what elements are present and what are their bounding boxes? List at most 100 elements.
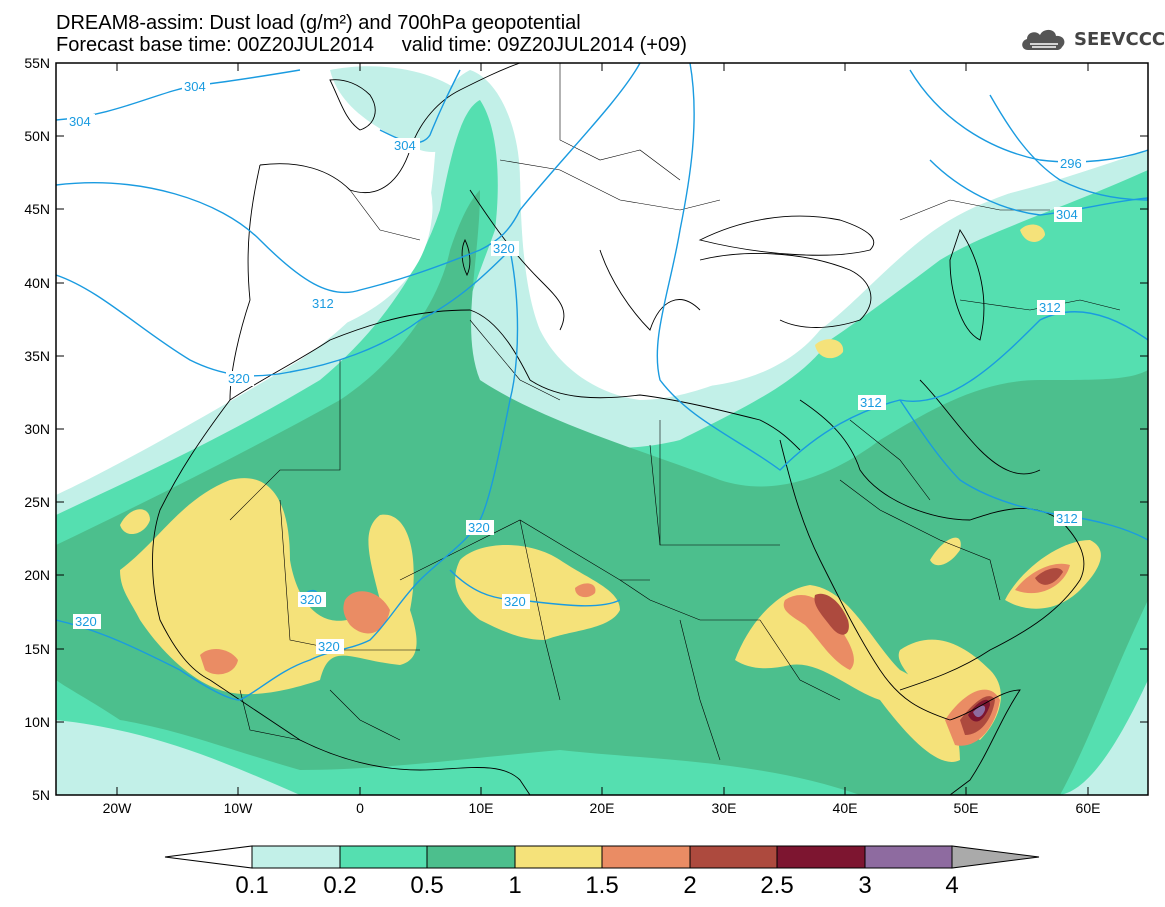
- contour-304-east: [989, 94, 1148, 201]
- svg-text:304: 304: [184, 79, 206, 94]
- label-312-c: 312: [1037, 300, 1065, 315]
- svg-text:312: 312: [312, 296, 334, 311]
- label-320-b: 320: [226, 371, 254, 386]
- contour-304-ne: [929, 159, 1148, 216]
- dust-region-1.5-f: [575, 583, 596, 598]
- label-320-c: 320: [466, 520, 494, 535]
- lat-label: 30N: [24, 421, 50, 437]
- svg-text:312: 312: [1056, 511, 1078, 526]
- logo-text: SEEVCCC: [1074, 28, 1165, 50]
- svg-text:296: 296: [1060, 156, 1082, 171]
- colorbar-label: 2: [683, 872, 696, 899]
- colorbar-low-arrow: [164, 845, 253, 869]
- lon-label: 0: [356, 800, 364, 816]
- dust-region-1-patch-c: [1020, 224, 1045, 242]
- lat-label: 50N: [24, 128, 50, 144]
- label-312-a: 312: [310, 296, 338, 311]
- dust-region-1.5-b: [200, 648, 238, 675]
- colorbar-bin: [689, 845, 778, 869]
- colorbar-label: 2.5: [760, 872, 793, 899]
- coast-greece: [599, 249, 701, 331]
- svg-text:320: 320: [228, 371, 250, 386]
- dust-region-1-sudan: [735, 585, 960, 762]
- svg-text:312: 312: [1039, 300, 1061, 315]
- colorbar-label: 4: [945, 872, 958, 899]
- lat-label: 55N: [24, 55, 50, 71]
- latitude-labels: 55N 50N 45N 40N 35N 30N 25N 20N 15N 10N …: [24, 55, 50, 803]
- colorbar: [164, 845, 1040, 869]
- contour-296: [909, 69, 1148, 163]
- dust-region-1-patch-b: [930, 537, 961, 566]
- label-304-a: 304: [182, 79, 210, 94]
- colorbar-label: 1.5: [585, 872, 618, 899]
- dust-region-1-patch-d: [815, 339, 844, 359]
- label-304-d: 304: [1054, 207, 1082, 222]
- label-304-c: 304: [392, 138, 420, 153]
- lon-label: 10E: [469, 800, 494, 816]
- contour-312-west: [56, 182, 521, 294]
- coast-britain: [329, 79, 376, 131]
- svg-text:304: 304: [394, 138, 416, 153]
- colorbar-label: 0.2: [323, 872, 356, 899]
- contour-312-east: [519, 63, 641, 211]
- coast-west-africa: [152, 164, 531, 795]
- label-312-d: 312: [1054, 511, 1082, 526]
- colorbar-bin: [251, 845, 341, 869]
- coast-horn: [949, 689, 1021, 795]
- colorbar-label: 1: [508, 872, 521, 899]
- lat-label: 25N: [24, 494, 50, 510]
- label-320-f: 320: [73, 614, 101, 629]
- dust-region-3: [973, 705, 986, 718]
- contour-labels: 304 304 304 304 296 312 312 312 312 320 …: [67, 79, 1086, 654]
- dust-region-1.5-a: [343, 591, 390, 634]
- lon-label: 10W: [224, 800, 254, 816]
- dust-region-1.5-c: [783, 595, 854, 670]
- colorbar-bin: [864, 845, 953, 869]
- label-320-d: 320: [298, 592, 326, 607]
- colorbar-label: 3: [858, 872, 871, 899]
- svg-text:320: 320: [300, 592, 322, 607]
- label-296: 296: [1058, 156, 1086, 171]
- contour-320-west: [56, 249, 511, 377]
- lon-label: 50E: [954, 800, 979, 816]
- label-320-a: 320: [491, 241, 519, 256]
- svg-text:320: 320: [75, 614, 97, 629]
- lon-label: 40E: [833, 800, 858, 816]
- dust-region-1-chad: [455, 545, 620, 640]
- coast-italy: [469, 189, 565, 331]
- colorbar-bin: [601, 845, 691, 869]
- coast-sardinia: [461, 238, 471, 277]
- colorbar-bin: [339, 845, 428, 869]
- colorbar-bin: [776, 845, 866, 869]
- dust-region-0.1-b: [330, 66, 476, 152]
- lon-label: 20E: [590, 800, 615, 816]
- lon-label: 60E: [1076, 800, 1101, 816]
- svg-text:304: 304: [69, 114, 91, 129]
- coast-caspian: [949, 228, 985, 341]
- map-title: DREAM8-assim: Dust load (g/m²) and 700hP…: [56, 12, 581, 34]
- colorbar-high-arrow: [951, 845, 1040, 869]
- lat-label: 10N: [24, 714, 50, 730]
- lat-label: 20N: [24, 567, 50, 583]
- dust-region-2-c: [1035, 568, 1063, 585]
- latitude-axis: [56, 62, 1148, 723]
- label-320-e: 320: [502, 594, 530, 609]
- geopotential-contours: [56, 63, 1148, 701]
- coast-gulf: [919, 379, 1041, 475]
- seevccc-logo: SEEVCCC: [1018, 22, 1165, 56]
- label-320-g: 320: [316, 639, 344, 654]
- svg-text:320: 320: [318, 639, 340, 654]
- contour-312-middle: [656, 63, 1148, 471]
- colorbar-label: 0.1: [235, 872, 268, 899]
- svg-text:304: 304: [1056, 207, 1078, 222]
- svg-text:320: 320: [504, 594, 526, 609]
- lat-label: 35N: [24, 348, 50, 364]
- coast-north-africa: [229, 309, 801, 451]
- lon-label: 20W: [103, 800, 133, 816]
- lat-label: 40N: [24, 275, 50, 291]
- longitude-axis: [116, 63, 1089, 795]
- lat-label: 5N: [32, 787, 50, 803]
- label-304-b: 304: [67, 114, 95, 129]
- contour-312-gulf: [899, 399, 1148, 541]
